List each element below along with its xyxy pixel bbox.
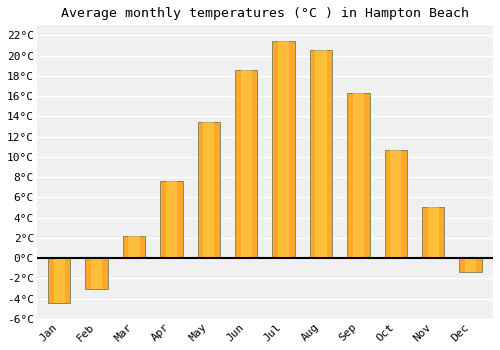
Bar [86, 258, 108, 288]
FancyBboxPatch shape [390, 150, 402, 258]
FancyBboxPatch shape [316, 50, 326, 258]
Bar [198, 122, 220, 258]
FancyBboxPatch shape [240, 70, 252, 258]
Bar [310, 50, 332, 258]
FancyBboxPatch shape [428, 206, 439, 258]
Bar [460, 258, 482, 272]
Bar [422, 206, 444, 258]
FancyBboxPatch shape [128, 236, 140, 258]
FancyBboxPatch shape [203, 122, 214, 258]
Bar [48, 258, 70, 303]
Bar [123, 236, 145, 258]
Bar [272, 42, 295, 258]
Bar [235, 70, 258, 258]
FancyBboxPatch shape [353, 93, 364, 258]
Title: Average monthly temperatures (°C ) in Hampton Beach: Average monthly temperatures (°C ) in Ha… [61, 7, 469, 20]
FancyBboxPatch shape [465, 258, 476, 272]
FancyBboxPatch shape [278, 42, 289, 258]
FancyBboxPatch shape [91, 258, 102, 288]
Bar [384, 150, 407, 258]
Bar [160, 181, 182, 258]
FancyBboxPatch shape [54, 258, 65, 303]
FancyBboxPatch shape [166, 181, 177, 258]
Bar [347, 93, 370, 258]
